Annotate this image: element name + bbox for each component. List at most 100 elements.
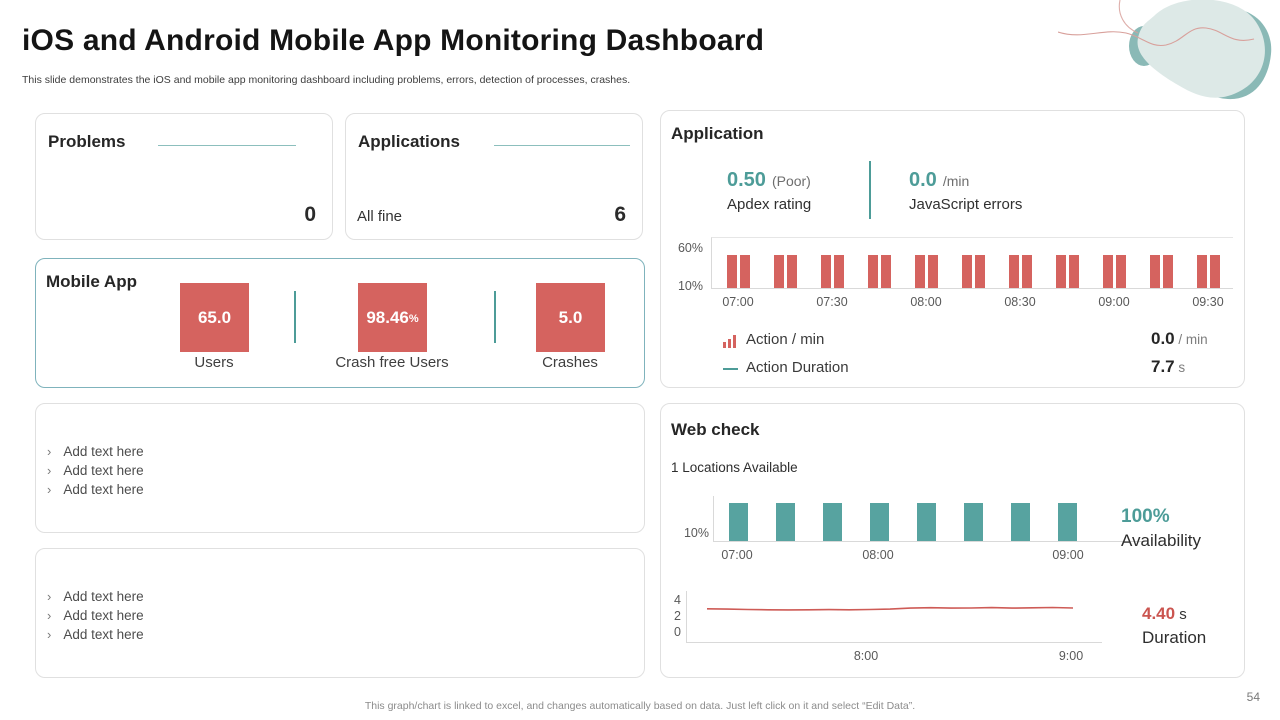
users-metric-box: 65.0 [180,283,249,352]
crash-free-metric-box: 98.46% [358,283,427,352]
availability-bar [870,503,889,541]
availability-bar [1011,503,1030,541]
note-placeholder[interactable]: › Add text here [47,480,144,499]
bar-pair [1197,255,1220,288]
duration-value: 4.40 [1142,604,1176,623]
bar-pair [1009,255,1032,288]
x-tick-label: 07:00 [721,548,753,562]
availability-bar [1058,503,1077,541]
duration-ylabels: 4 2 0 [663,592,681,640]
chevron-bullet-icon: › [47,482,52,497]
chevron-bullet-icon: › [47,608,52,623]
notes-list: › Add text here › Add text here › Add text … [47,587,144,644]
availability-value: 100% [1121,506,1170,527]
chevron-bullet-icon: › [47,444,52,459]
apdex-stat: 0.50 (Poor) Apdex rating [727,169,811,213]
metric-divider [294,291,296,343]
duration-label: Duration [1142,628,1207,647]
duration-xlabels: 8:00 9:00 [686,649,1102,665]
page-title: iOS and Android Mobile App Monitoring Da… [22,24,765,57]
x-tick-label: 09:00 [1098,295,1130,309]
crash-free-metric-label: Crash free Users [335,354,449,371]
problems-count: 0 [304,203,316,226]
apdex-value: 0.50 [727,169,766,191]
chevron-bullet-icon: › [47,589,52,604]
legend-action-duration: Action Duration 7.7 s [723,357,1233,381]
x-tick-label: 9:00 [1058,649,1084,663]
title-underline [158,145,296,146]
note-placeholder[interactable]: › Add text here [47,625,144,644]
application-card: Application 0.50 (Poor) Apdex rating 0.0/… [660,110,1245,388]
duration-unit: s [1175,606,1187,623]
x-tick-label: 8:00 [853,649,879,663]
availability-bar-chart[interactable] [713,496,1143,542]
title-underline [494,145,630,146]
note-placeholder[interactable]: › Add text here [47,587,144,606]
legend-value: 7.7 s [1151,357,1186,376]
users-metric-label: Users [194,354,234,371]
duration-line-path [706,606,1074,611]
bar-pair [868,255,891,288]
footer-note: This graph/chart is linked to excel, and… [364,700,916,712]
availability-bar [964,503,983,541]
crash-free-metric-value: 98.46 [366,307,409,327]
stat-divider [869,161,871,219]
app-actions-bar-chart[interactable] [711,237,1233,289]
note-text: Add text here [63,627,144,642]
locations-text: 1 Locations Available [671,460,798,475]
bar-pair [962,255,985,288]
x-tick-label: 08:00 [910,295,942,309]
x-tick-label: 07:30 [816,295,848,309]
bar-pair [1056,255,1079,288]
page-subtitle: This slide demonstrates the iOS and mobi… [22,74,631,86]
chevron-bullet-icon: › [47,463,52,478]
legend-action-per-min: Action / min 0.0 / min [723,329,1233,353]
availability-xlabels: 07:00 08:00 09:00 [713,548,1143,564]
note-placeholder[interactable]: › Add text here [47,461,144,480]
crashes-metric-label: Crashes [542,354,598,371]
application-card-title: Application [671,124,764,143]
bar-pair [915,255,938,288]
js-errors-value: 0.0 [909,169,937,191]
duration-line-svg [706,606,1074,611]
availability-bar [823,503,842,541]
y-tick-label: 10% [683,526,709,540]
metric-divider [494,291,496,343]
x-tick-label: 08:30 [1004,295,1036,309]
note-placeholder[interactable]: › Add text here [47,606,144,625]
applications-card-title: Applications [358,132,461,151]
js-errors-stat: 0.0/min JavaScript errors [909,169,1022,213]
problems-card: Problems 0 [35,113,333,240]
note-text: Add text here [63,482,144,497]
note-text: Add text here [63,444,144,459]
chevron-bullet-icon: › [47,627,52,642]
bar-chart-icon [723,335,736,348]
crashes-metric-value: 5.0 [558,307,583,327]
legend-label: Action Duration [746,359,849,376]
availability-bar [917,503,936,541]
y-tick-label: 2 [674,609,681,623]
duration-summary: 4.40 s Duration [1142,604,1206,648]
notes-list: › Add text here › Add text here › Add text … [47,442,144,499]
applications-card: Applications All fine 6 [345,113,643,240]
bar-pair [1150,255,1173,288]
js-errors-qualifier: /min [942,173,970,189]
crashes-metric-box: 5.0 [536,283,605,352]
note-text: Add text here [63,608,144,623]
availability-bar [729,503,748,541]
bar-pair [774,255,797,288]
x-tick-label: 08:00 [862,548,894,562]
y-tick-label: 0 [674,625,681,639]
bar-pair [727,255,750,288]
apdex-label: Apdex rating [727,196,812,213]
x-tick-label: 09:00 [1052,548,1084,562]
js-errors-label: JavaScript errors [909,196,1023,213]
availability-label: Availability [1121,531,1202,550]
note-text: Add text here [63,463,144,478]
mobile-app-card-title: Mobile App [46,272,137,291]
notes-card-1: › Add text here › Add text here › Add text … [35,403,645,533]
note-placeholder[interactable]: › Add text here [47,442,144,461]
duration-line-chart[interactable] [686,591,1102,643]
web-check-card: Web check 1 Locations Available 10% 07:0… [660,403,1245,678]
